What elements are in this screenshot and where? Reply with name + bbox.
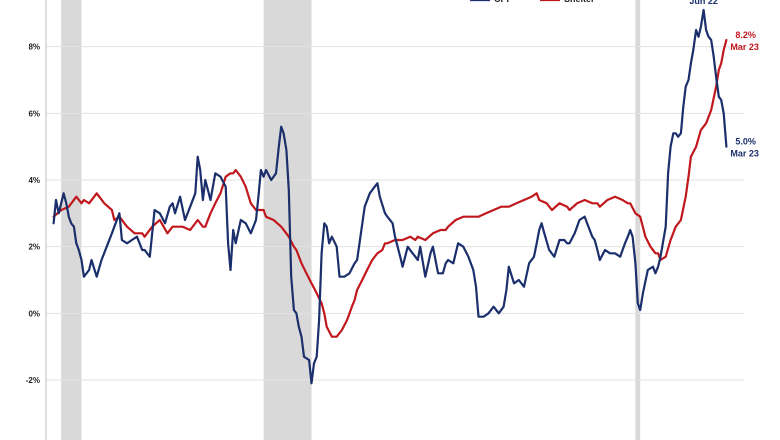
- legend-label-shelter: Shelter: [564, 0, 595, 4]
- legend: CPI Shelter: [470, 0, 595, 4]
- legend-label-cpi: CPI: [494, 0, 509, 4]
- y-tick-label: 6%: [28, 109, 40, 118]
- series-line-cpi: [52, 8, 728, 385]
- annotation-label: Jun 22: [689, 0, 718, 6]
- gridlines: [46, 46, 744, 381]
- y-tick-label: 2%: [28, 243, 40, 252]
- recession-shading: [61, 0, 641, 440]
- y-tick-label: 0%: [28, 309, 40, 318]
- annotation-label: 5.0%: [735, 137, 756, 147]
- annotation-label: 8.2%: [735, 30, 756, 40]
- recession-band-1: [263, 0, 312, 440]
- y-tick-label: -2%: [26, 376, 40, 385]
- series-lines: [52, 8, 728, 385]
- y-axis-ticks: 8% 6% 4% 2% 0% -2%: [26, 43, 40, 385]
- annotation-label: Mar 23: [730, 42, 759, 52]
- y-tick-label: 4%: [28, 176, 40, 185]
- annotation-label: Mar 23: [730, 149, 759, 159]
- recession-band-2: [635, 0, 641, 440]
- y-tick-label: 8%: [28, 43, 40, 52]
- series-line-shelter: [52, 38, 728, 338]
- recession-band-0: [61, 0, 82, 440]
- annotations: Jun 22 8.2% Mar 23 5.0% Mar 23: [689, 0, 759, 159]
